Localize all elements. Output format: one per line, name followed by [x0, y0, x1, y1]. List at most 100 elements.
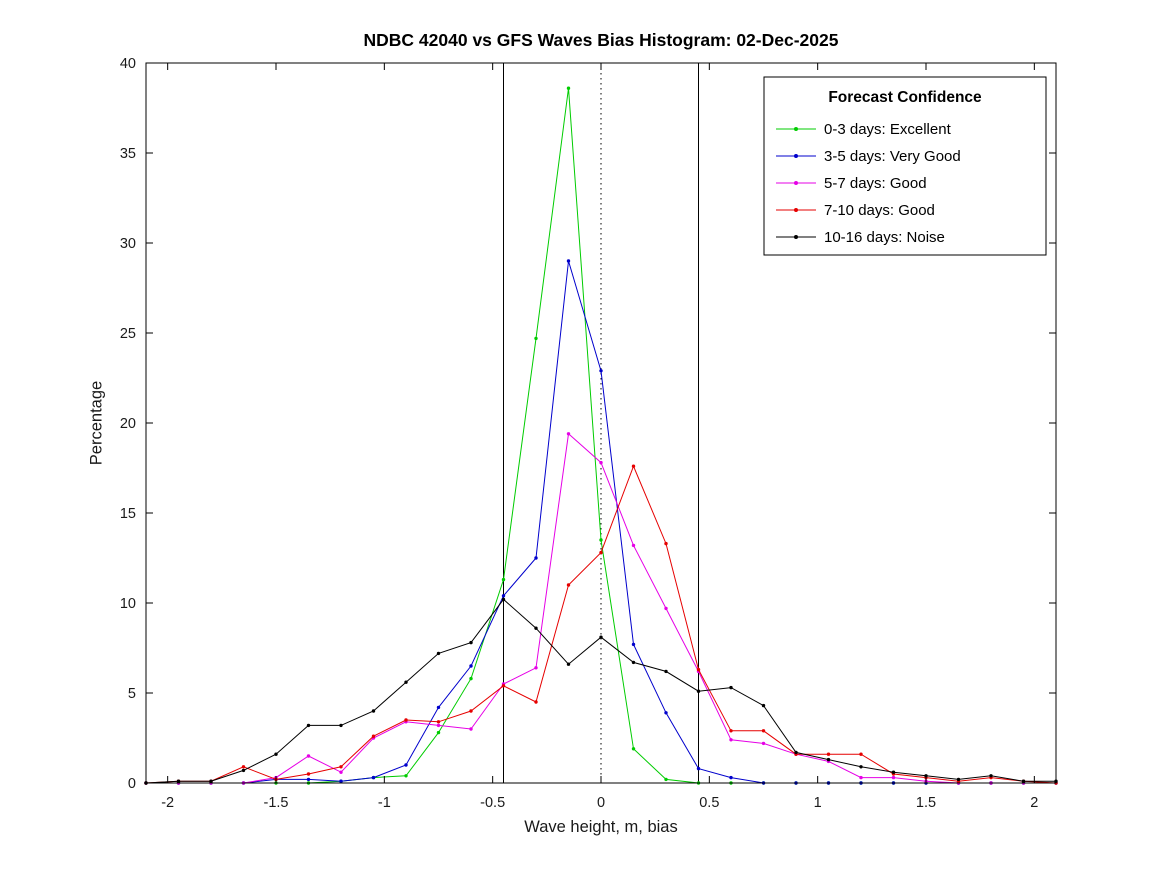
series-marker [209, 779, 213, 783]
series-marker [631, 747, 636, 751]
x-tick-label: -1.5 [264, 795, 289, 811]
series-marker [241, 768, 246, 773]
series-marker [859, 775, 863, 780]
series-marker [339, 779, 343, 783]
series-marker [501, 577, 506, 582]
legend-entry-label: 5-7 days: Good [824, 175, 927, 192]
series-marker [599, 635, 603, 639]
series-marker [404, 680, 408, 684]
series-marker [404, 774, 408, 778]
legend-marker-sample [794, 127, 798, 131]
series-marker [469, 727, 473, 731]
series-marker [599, 550, 603, 555]
legend-box [763, 76, 1047, 256]
series-marker [729, 729, 733, 733]
series-marker [664, 711, 668, 715]
series-marker [534, 666, 538, 670]
x-axis-label: Wave height, m, bias [524, 818, 678, 836]
series-marker [696, 766, 701, 771]
y-tick-label: 25 [120, 326, 136, 342]
series-marker [501, 594, 506, 598]
series-marker [599, 538, 603, 542]
y-tick-label: 15 [120, 506, 136, 522]
series-marker [566, 259, 571, 263]
series-marker [306, 777, 311, 782]
series-marker [664, 669, 668, 674]
x-tick-label: 1 [814, 795, 822, 811]
series-marker [631, 464, 636, 468]
legend-title: Forecast Confidence [828, 89, 982, 106]
series-marker [599, 460, 603, 465]
series-marker [534, 626, 538, 630]
series-marker [371, 775, 376, 780]
series-marker [761, 741, 766, 746]
series-marker [566, 662, 571, 666]
series-marker [436, 705, 441, 710]
series-marker [956, 777, 961, 782]
series-marker [436, 720, 441, 724]
series-marker [566, 432, 571, 436]
series-marker [664, 777, 668, 782]
x-tick-label: 2 [1030, 795, 1038, 811]
series-marker [566, 86, 571, 90]
legend-entry-label: 0-3 days: Excellent [824, 121, 952, 138]
series-marker [696, 689, 701, 693]
series-marker [306, 754, 311, 758]
legend-marker-sample [794, 208, 798, 212]
series-marker [664, 541, 668, 546]
series-marker [1021, 779, 1026, 783]
y-tick-label: 20 [120, 416, 136, 432]
series-marker [891, 770, 896, 774]
series-marker [631, 660, 636, 665]
series-marker [761, 729, 766, 733]
series-marker [859, 765, 863, 769]
series-marker [729, 775, 733, 780]
series-marker [924, 774, 928, 778]
series-marker [729, 685, 733, 690]
series-marker [566, 583, 571, 587]
series-marker [469, 664, 473, 668]
series-marker [631, 543, 636, 548]
x-tick-label: -1 [378, 795, 391, 811]
legend-marker-sample [794, 154, 798, 158]
legend-entry-label: 7-10 days: Good [824, 202, 935, 219]
series-marker [306, 723, 311, 728]
series-marker [534, 700, 538, 704]
series-marker [339, 770, 343, 774]
y-tick-label: 5 [128, 686, 136, 702]
chart-title: NDBC 42040 vs GFS Waves Bias Histogram: … [363, 30, 839, 50]
series-marker [371, 734, 376, 738]
series-4 [144, 597, 1058, 785]
series-marker [469, 709, 473, 713]
y-tick-label: 35 [120, 146, 136, 162]
y-tick-label: 10 [120, 596, 136, 612]
x-tick-label: -0.5 [480, 795, 505, 811]
legend-marker-sample [794, 181, 798, 185]
series-line [145, 598, 1056, 784]
series-marker [534, 556, 538, 560]
legend: Forecast Confidence 0-3 days: Excellent 3-… [763, 76, 1047, 256]
y-tick-label: 0 [128, 776, 136, 792]
series-marker [436, 730, 441, 735]
legend-entry-label: 10-16 days: Noise [824, 229, 945, 246]
series-marker [501, 597, 506, 602]
series-marker [404, 718, 408, 722]
series-marker [371, 709, 376, 713]
series-marker [306, 772, 311, 776]
series-marker [859, 752, 863, 756]
series-marker [339, 765, 343, 769]
y-tick-label: 30 [120, 236, 136, 252]
series-marker [241, 765, 246, 769]
series-marker [599, 369, 603, 373]
series-marker [794, 750, 798, 755]
x-tick-label: -2 [161, 795, 174, 811]
series-marker [501, 684, 506, 688]
series-marker [339, 723, 343, 728]
series-marker [891, 775, 896, 780]
x-tick-label: 0 [597, 795, 605, 811]
series-3 [144, 464, 1058, 785]
series-marker [436, 723, 441, 728]
series-marker [404, 763, 408, 767]
